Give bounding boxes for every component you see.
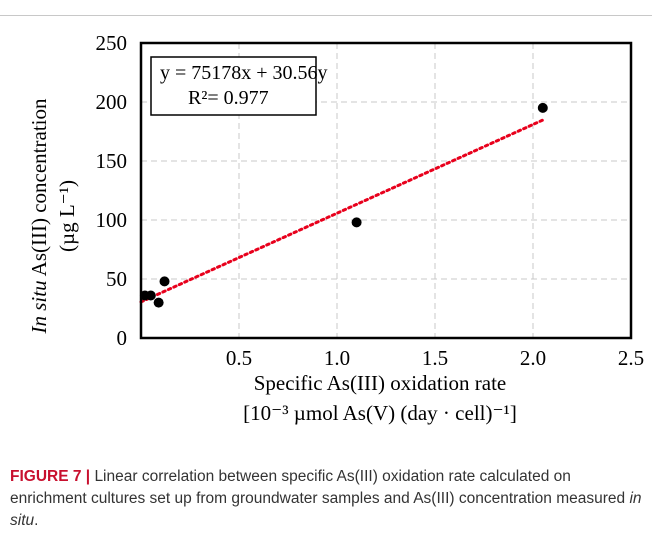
data-point (145, 290, 156, 301)
y-axis-label: In situ As(III) concentration (27, 98, 51, 335)
trendline-layer (139, 118, 545, 304)
y-tick-label: 100 (96, 208, 128, 232)
r-squared-value: R²= 0.977 (188, 87, 269, 109)
chart-grid (141, 43, 631, 338)
y-axis-unit: (µg L⁻¹) (55, 180, 79, 252)
x-tick-label: 2.0 (520, 346, 546, 370)
caption-italic-text: in situ (10, 490, 642, 529)
trendline-equation: y = 75178x + 30.56y (160, 62, 328, 84)
x-tick-label: 1.5 (422, 346, 448, 370)
trendline (139, 118, 545, 304)
x-tick-label: 0.5 (226, 346, 252, 370)
y-tick-label: 200 (96, 90, 128, 114)
data-point (159, 276, 170, 287)
y-tick-label: 250 (96, 31, 128, 55)
y-axis-label-italic: In situ (27, 280, 51, 334)
x-axis-ticks: 0.5 1.0 1.5 2.0 2.5 (226, 346, 644, 370)
scatter-chart: 0 50 100 150 200 250 0.5 1.0 1.5 2.0 2.5 y = 7517… (27, 31, 644, 425)
caption-text: Linear correlation between specific As(I… (10, 468, 630, 507)
figure-label: FIGURE 7 (10, 468, 82, 485)
y-axis-ticks: 0 50 100 150 200 250 (96, 31, 128, 350)
data-point (351, 217, 362, 228)
equation-box (150, 56, 317, 116)
y-tick-label: 0 (117, 326, 128, 350)
x-tick-label: 1.0 (324, 346, 350, 370)
data-point (537, 102, 548, 113)
figure-caption: FIGURE 7 | Linear correlation between sp… (10, 466, 642, 532)
y-axis-label-text: As(III) concentration (27, 98, 51, 280)
y-tick-label: 150 (96, 149, 128, 173)
caption-separator: | (81, 468, 95, 485)
x-axis-label: Specific As(III) oxidation rate (254, 371, 507, 395)
data-points (139, 102, 548, 308)
top-divider (0, 15, 652, 16)
y-tick-label: 50 (106, 267, 127, 291)
data-point (153, 297, 164, 308)
plot-area-border (139, 41, 633, 340)
x-tick-label: 2.5 (618, 346, 644, 370)
caption-end: . (34, 512, 39, 529)
x-axis-unit: [10⁻³ µmol As(V) (day · cell)⁻¹] (243, 401, 517, 425)
